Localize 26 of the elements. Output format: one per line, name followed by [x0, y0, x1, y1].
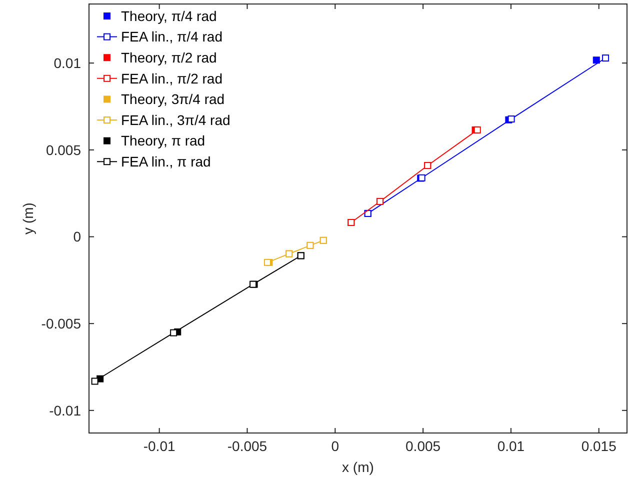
- y-tick-label: -0.005: [41, 315, 82, 332]
- x-tick-label: -0.005: [227, 438, 268, 454]
- point: [508, 115, 515, 122]
- legend-label: FEA lin., π/4 rad: [121, 28, 222, 45]
- point: [592, 56, 600, 64]
- x-tick-label: 0.005: [406, 438, 441, 454]
- y-axis-title: y (m): [20, 202, 36, 234]
- x-axis-title: x (m): [342, 459, 374, 475]
- point: [170, 329, 178, 336]
- point: [602, 54, 610, 62]
- legend-label: Theory, π/4 rad: [121, 8, 217, 24]
- legend-label: FEA lin., π rad: [121, 154, 211, 170]
- y-tick-label: 0.01: [54, 54, 82, 71]
- legend-label: FEA lin., 3π/4 rad: [121, 112, 230, 128]
- legend-label: Theory, π rad: [121, 132, 206, 149]
- y-tick-label: 0.005: [46, 142, 82, 158]
- x-tick-label: 0.015: [581, 438, 617, 454]
- y-tick-label: 0: [73, 228, 82, 245]
- point: [91, 378, 98, 385]
- x-tick-label: 0.01: [497, 438, 525, 454]
- x-tick-label: 0: [331, 438, 340, 454]
- legend-label: Theory, 3π/4 rad: [121, 91, 225, 108]
- legend-label: FEA lin., π/2 rad: [121, 70, 222, 86]
- legend-label: Theory, π/2 rad: [121, 50, 217, 66]
- y-tick-label: -0.01: [49, 402, 82, 418]
- x-tick-label: -0.01: [143, 438, 176, 454]
